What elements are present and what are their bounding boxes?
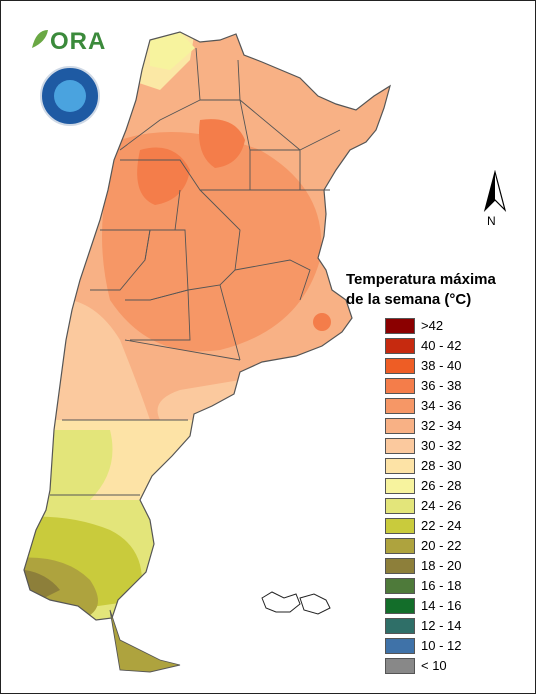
legend-item: 30 - 32 [385, 438, 525, 454]
border-buenosaires [219, 284, 241, 361]
border-sanjuan [90, 229, 151, 291]
zone-30-32-coast [157, 380, 240, 420]
legend-swatch [385, 498, 415, 514]
legend-label: 12 - 14 [421, 618, 462, 633]
border-tucuman [120, 99, 251, 191]
legend-swatch [385, 618, 415, 634]
legend-label: 16 - 18 [421, 578, 462, 593]
legend-label: 36 - 38 [421, 378, 462, 393]
border-mendoza-sanluis [125, 289, 191, 341]
malvinas-east [299, 593, 331, 615]
legend-swatch [385, 558, 415, 574]
legend-label: 22 - 24 [421, 518, 462, 533]
legend-item: 18 - 20 [385, 558, 525, 574]
legend-label: 28 - 30 [421, 458, 462, 473]
legend-swatch [385, 538, 415, 554]
zone-36-38-east [313, 313, 331, 331]
legend-title-line2: de la semana (°C) [346, 291, 472, 308]
legend-swatch [385, 458, 415, 474]
legend-swatch [385, 418, 415, 434]
legend-item: 40 - 42 [385, 338, 525, 354]
legend-swatch [385, 478, 415, 494]
malvinas-west [261, 591, 301, 613]
legend-label: 38 - 40 [421, 358, 462, 373]
legend-swatch [385, 638, 415, 654]
legend-label: < 10 [421, 658, 447, 673]
brand-logo: ORA [50, 28, 107, 55]
legend-item: 10 - 12 [385, 638, 525, 654]
legend-swatch [385, 398, 415, 414]
legend-item: 22 - 24 [385, 518, 525, 534]
institutional-seal-icon [40, 66, 100, 126]
legend-swatch [385, 338, 415, 354]
legend-swatch [385, 318, 415, 334]
legend-item: 24 - 26 [385, 498, 525, 514]
tierra-del-fuego [109, 609, 181, 673]
islas-malvinas [261, 591, 331, 615]
border-lapampa [124, 339, 241, 361]
legend-item: 26 - 28 [385, 478, 525, 494]
zone-26-28-peaks [150, 32, 195, 70]
legend-swatch [385, 358, 415, 374]
leaf-icon [32, 30, 48, 48]
legend-swatch [385, 658, 415, 674]
legend-label: 34 - 36 [421, 398, 462, 413]
legend-label: 26 - 28 [421, 478, 462, 493]
legend-label: 10 - 12 [421, 638, 462, 653]
legend-item: 36 - 38 [385, 378, 525, 394]
legend-item: < 10 [385, 658, 525, 674]
zone-36-38-north [199, 119, 245, 168]
legend-label: >42 [421, 318, 444, 333]
legend-item: 38 - 40 [385, 358, 525, 374]
legend-item: 20 - 22 [385, 538, 525, 554]
legend-swatch [385, 518, 415, 534]
north-label: N [487, 214, 496, 228]
legend-swatch [385, 598, 415, 614]
legend-item: 34 - 36 [385, 398, 525, 414]
legend-item: 28 - 30 [385, 458, 525, 474]
legend-title: Temperatura máxima de la semana (°C) [346, 270, 536, 310]
zone-36-38-west [137, 147, 190, 205]
legend-item: 32 - 34 [385, 418, 525, 434]
legend-label: 40 - 42 [421, 338, 462, 353]
legend-item: >42 [385, 318, 525, 334]
legend-label: 30 - 32 [421, 438, 462, 453]
legend-label: 14 - 16 [421, 598, 462, 613]
legend-swatch [385, 578, 415, 594]
legend-label: 32 - 34 [421, 418, 462, 433]
north-arrow-icon [483, 170, 507, 212]
legend-item: 16 - 18 [385, 578, 525, 594]
legend-title-line1: Temperatura máxima [346, 271, 496, 288]
province-borders [50, 47, 341, 673]
border-entrerios [234, 259, 311, 301]
legend-label: 20 - 22 [421, 538, 462, 553]
legend-swatch [385, 438, 415, 454]
border-santiago [199, 189, 241, 271]
legend-label: 18 - 20 [421, 558, 462, 573]
country-outline [23, 31, 391, 621]
legend-item: 14 - 16 [385, 598, 525, 614]
legend-label: 24 - 26 [421, 498, 462, 513]
border-santafe-north [250, 149, 301, 191]
border-jujuy-salta [119, 47, 201, 151]
zone-24-26 [24, 430, 113, 505]
legend-swatch [385, 378, 415, 394]
legend-item: 12 - 14 [385, 618, 525, 634]
